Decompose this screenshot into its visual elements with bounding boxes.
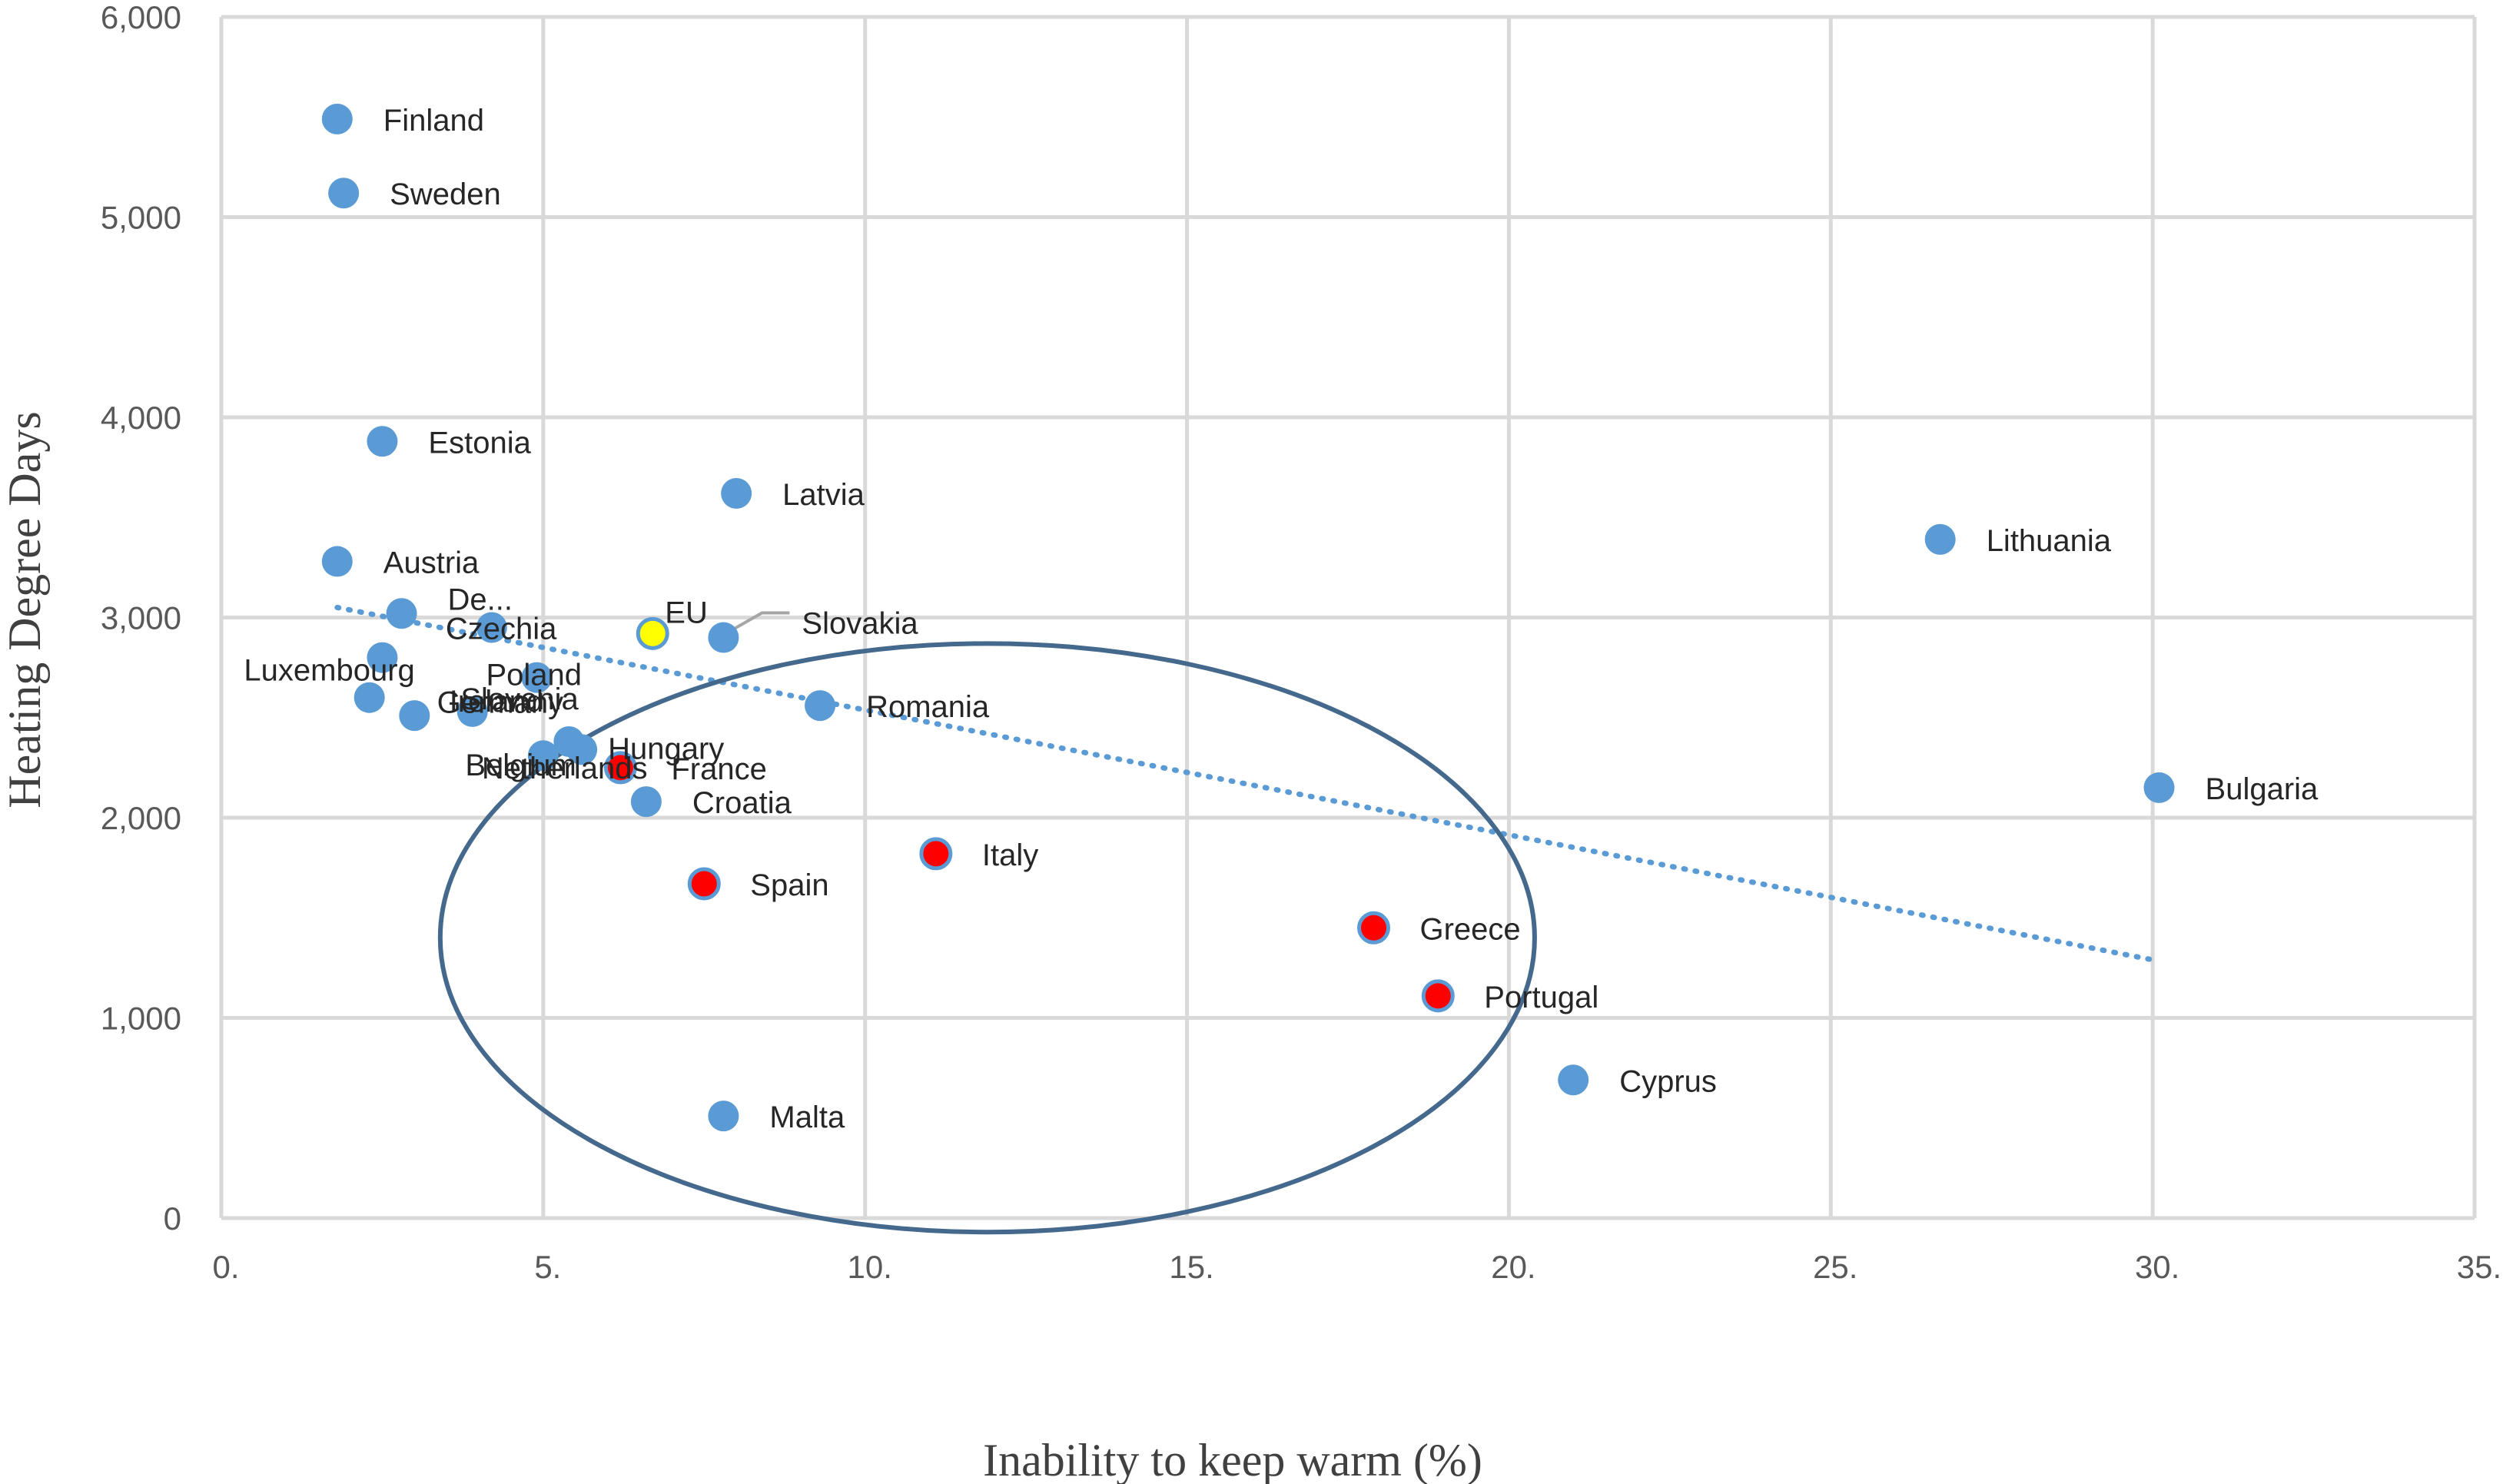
point-label-belgium: Belgium xyxy=(465,749,576,782)
point-label-ireland: Ireland xyxy=(450,685,543,719)
point-czechia xyxy=(476,612,507,643)
leader-line-slovakia xyxy=(729,611,790,633)
point-label-portugal: Portugal xyxy=(1484,981,1598,1014)
y-tick-label-1000: 1,000 xyxy=(101,1001,181,1037)
x-tick-label-35: 35. xyxy=(2457,1249,2501,1285)
point-label-italy: Italy xyxy=(982,838,1038,872)
data-points xyxy=(321,103,2175,1132)
point-italy xyxy=(919,837,953,871)
point-greece xyxy=(1357,911,1391,945)
point-croatia xyxy=(630,786,662,818)
point-label-malta: Malta xyxy=(769,1101,845,1134)
point-label-estonia: Estonia xyxy=(428,426,531,460)
point-label-lithuania: Lithuania xyxy=(1987,524,2112,558)
x-tick-label-30: 30. xyxy=(2135,1249,2179,1285)
point-spain xyxy=(687,867,721,901)
x-axis-ticks: 0. 5. 10. 15. 20. 25. 30. 35. xyxy=(212,1249,2501,1285)
point-poland xyxy=(521,662,553,693)
point-label-netherlands: Netherlands xyxy=(482,752,648,785)
x-tick-label-25: 25. xyxy=(1813,1249,1857,1285)
point-malta xyxy=(708,1101,739,1132)
point-label-slovenia: Slovenia xyxy=(460,682,579,716)
point-netherlands xyxy=(527,740,559,772)
point-germany xyxy=(354,682,385,713)
point-france xyxy=(603,751,637,785)
point-sweden xyxy=(328,178,360,209)
point-label-sweden: Sweden xyxy=(390,178,501,211)
x-tick-label-0: 0. xyxy=(212,1249,239,1285)
highlight-ellipse xyxy=(437,641,1537,1235)
point-finland xyxy=(321,103,353,134)
point-labels: Finland Sweden Estonia Latvia Lithuania Austr… xyxy=(244,104,2319,1134)
point-label-cyprus: Cyprus xyxy=(1619,1064,1717,1098)
y-tick-label-4000: 4,000 xyxy=(101,400,181,436)
point-estonia xyxy=(367,426,398,457)
point-label-croatia: Croatia xyxy=(692,786,792,820)
y-tick-label-0: 0 xyxy=(164,1200,181,1237)
point-eu xyxy=(636,616,669,650)
point-luxembourg xyxy=(367,642,398,673)
point-austria xyxy=(321,546,353,577)
point-label-romania: Romania xyxy=(866,690,990,724)
point-label-eu: EU xyxy=(665,596,708,629)
point-slovakia xyxy=(708,622,739,653)
point-label-slovakia: Slovakia xyxy=(802,607,918,641)
x-tick-label-5: 5. xyxy=(534,1249,561,1285)
point-label-france: France xyxy=(671,752,767,786)
point-label-poland: Poland xyxy=(486,659,582,692)
y-tick-label-5000: 5,000 xyxy=(101,200,181,236)
point-label-de: De... xyxy=(448,583,513,616)
point-bulgaria xyxy=(2143,772,2175,803)
point-slovenia xyxy=(399,700,430,732)
y-tick-label-2000: 2,000 xyxy=(101,800,181,836)
point-label-hungary: Hungary xyxy=(608,732,724,765)
y-axis-ticks: 0 1,000 2,000 3,000 4,000 5,000 6,000 xyxy=(101,0,181,1237)
y-axis-title: Heating Degree Days xyxy=(0,411,50,808)
x-tick-label-10: 10. xyxy=(848,1249,892,1285)
point-hungary xyxy=(566,734,598,765)
point-lithuania xyxy=(1924,523,1956,555)
point-romania xyxy=(805,690,836,722)
leader-lines xyxy=(729,611,790,633)
point-label-greece: Greece xyxy=(1420,912,1521,946)
point-label-germany: Germany xyxy=(437,686,564,720)
y-tick-label-6000: 6,000 xyxy=(101,0,181,35)
point-label-spain: Spain xyxy=(750,868,828,902)
point-latvia xyxy=(721,477,752,509)
point-label-finland: Finland xyxy=(383,104,484,138)
point-label-luxembourg: Luxembourg xyxy=(244,654,414,688)
x-axis-title: Inability to keep warm (%) xyxy=(983,1435,1482,1484)
trendline xyxy=(334,604,2156,963)
point-portugal xyxy=(1421,979,1455,1013)
gridlines xyxy=(219,15,2477,1218)
x-tick-label-15: 15. xyxy=(1169,1249,1213,1285)
point-label-latvia: Latvia xyxy=(782,478,865,512)
point-de xyxy=(386,598,417,629)
point-label-bulgaria: Bulgaria xyxy=(2206,772,2319,806)
x-tick-label-20: 20. xyxy=(1491,1249,1535,1285)
point-cyprus xyxy=(1558,1064,1589,1096)
y-tick-label-3000: 3,000 xyxy=(101,600,181,636)
point-label-austria: Austria xyxy=(383,546,480,580)
point-label-czechia: Czechia xyxy=(446,613,557,646)
point-ireland xyxy=(456,696,488,727)
